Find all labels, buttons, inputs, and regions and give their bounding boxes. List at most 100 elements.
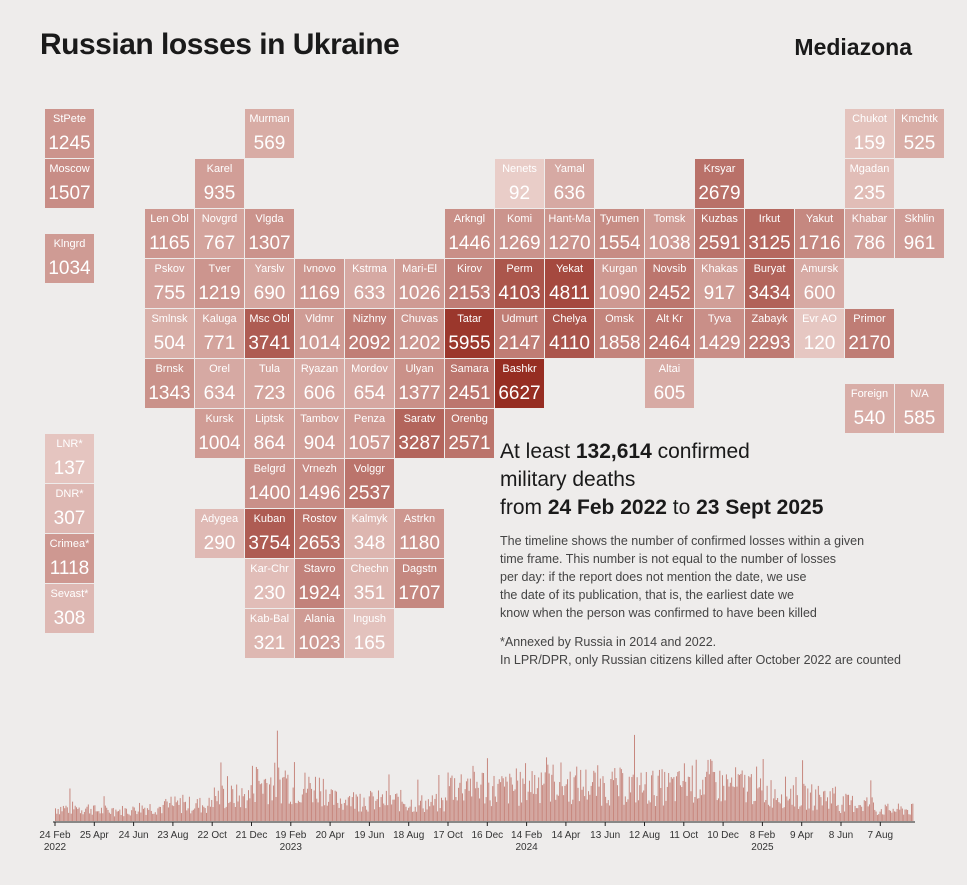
timeline-bar xyxy=(383,803,385,821)
timeline-bar xyxy=(349,795,351,821)
timeline-bar xyxy=(429,806,431,821)
timeline-bar xyxy=(188,796,190,821)
timeline-bar xyxy=(749,777,751,821)
timeline-bar xyxy=(108,812,110,821)
timeline-bar xyxy=(729,782,731,821)
timeline-bar xyxy=(467,778,469,821)
region-tile: Bashkr 6627 xyxy=(495,359,544,408)
timeline-bar xyxy=(735,767,737,821)
region-value: 636 xyxy=(553,183,586,204)
region-value: 2537 xyxy=(348,483,391,504)
timeline-bar xyxy=(158,806,160,821)
timeline-bar xyxy=(148,809,150,821)
timeline-bar xyxy=(167,807,169,821)
timeline-tick-label: 9 Apr xyxy=(790,830,814,841)
timeline-bar xyxy=(441,797,442,821)
timeline-bar xyxy=(401,801,403,821)
region-tile: Novgrd 767 xyxy=(195,209,244,258)
region-name: Skhlin xyxy=(904,213,935,225)
region-name: Sevast* xyxy=(50,588,89,600)
timeline-bar xyxy=(672,778,674,821)
timeline-bar xyxy=(615,778,617,821)
region-value: 540 xyxy=(853,408,886,429)
timeline-bar xyxy=(433,805,435,821)
timeline-bar xyxy=(655,806,657,821)
timeline-bar xyxy=(888,810,890,821)
region-name: Chechn xyxy=(350,563,389,575)
timeline-bar xyxy=(841,804,843,821)
region-name: Yakut xyxy=(805,213,834,225)
timeline-bar xyxy=(479,798,481,821)
timeline-bar xyxy=(253,793,255,821)
timeline-bar xyxy=(794,806,796,821)
region-tile: Tatar 5955 xyxy=(445,309,494,358)
timeline-bar xyxy=(303,788,305,821)
region-tile: Foreign 540 xyxy=(845,384,894,433)
timeline-bar xyxy=(559,782,561,821)
region-value: 351 xyxy=(353,583,386,604)
timeline-bar xyxy=(181,813,183,821)
timeline-bar xyxy=(693,802,695,821)
timeline-bar xyxy=(64,808,66,821)
timeline-bar xyxy=(392,799,394,821)
region-name: Len Obl xyxy=(150,213,189,225)
timeline-bar xyxy=(574,775,576,821)
timeline-bar xyxy=(715,782,717,821)
region-name: Stavro xyxy=(303,563,336,575)
region-name: Liptsk xyxy=(255,413,284,425)
timeline-bar xyxy=(395,794,397,821)
timeline-bar xyxy=(72,801,74,821)
timeline-bar xyxy=(157,808,159,821)
timeline-bar xyxy=(116,811,118,821)
timeline-bar xyxy=(229,801,231,821)
region-tile: Sevast* 308 xyxy=(45,584,94,633)
timeline-bar xyxy=(627,799,629,821)
timeline-bar xyxy=(714,772,716,821)
timeline-bar xyxy=(742,787,744,821)
timeline-bar xyxy=(314,776,316,821)
timeline-bar xyxy=(442,800,444,821)
timeline-bar xyxy=(118,811,120,821)
timeline-bar xyxy=(309,783,311,821)
region-tile: Len Obl 1165 xyxy=(145,209,194,258)
timeline-bar xyxy=(237,801,239,821)
region-name: Mgadan xyxy=(849,163,890,175)
timeline-bar xyxy=(212,807,214,821)
timeline-bar xyxy=(815,789,817,821)
timeline-bar xyxy=(651,775,653,821)
region-value: 1090 xyxy=(598,283,641,304)
timeline-bar xyxy=(271,800,273,821)
timeline-bar xyxy=(119,809,121,821)
region-tile: Moscow 1507 xyxy=(45,159,94,208)
timeline-bar xyxy=(209,806,211,821)
timeline-bar xyxy=(190,813,192,821)
timeline-bar xyxy=(278,767,280,821)
timeline-bar xyxy=(682,780,684,821)
timeline-bar xyxy=(595,795,597,821)
region-tile: Buryat 3434 xyxy=(745,259,794,308)
timeline-tick-label: 23 Aug xyxy=(157,830,188,841)
timeline-bar xyxy=(287,774,289,821)
timeline-bar xyxy=(739,775,741,821)
region-value: 120 xyxy=(803,333,836,354)
timeline-bar xyxy=(452,799,454,821)
timeline-bar xyxy=(712,771,714,821)
timeline-bar xyxy=(886,806,888,821)
timeline-bar xyxy=(689,777,691,821)
timeline-bar xyxy=(811,784,813,821)
timeline-bar xyxy=(460,774,462,821)
timeline-bar xyxy=(632,774,634,821)
timeline-bar xyxy=(728,786,730,821)
timeline-bar xyxy=(140,812,142,821)
timeline-bar xyxy=(859,805,861,821)
timeline-bar xyxy=(591,782,593,821)
timeline-bar xyxy=(679,785,681,821)
region-tile: Ingush 165 xyxy=(345,609,394,658)
timeline-bar xyxy=(748,776,750,821)
region-name: Novsib xyxy=(652,263,687,275)
timeline-bar xyxy=(582,786,584,821)
region-value: 321 xyxy=(253,633,286,654)
timeline-bar xyxy=(601,805,603,821)
region-value: 605 xyxy=(653,383,686,404)
timeline-bar xyxy=(590,785,592,821)
